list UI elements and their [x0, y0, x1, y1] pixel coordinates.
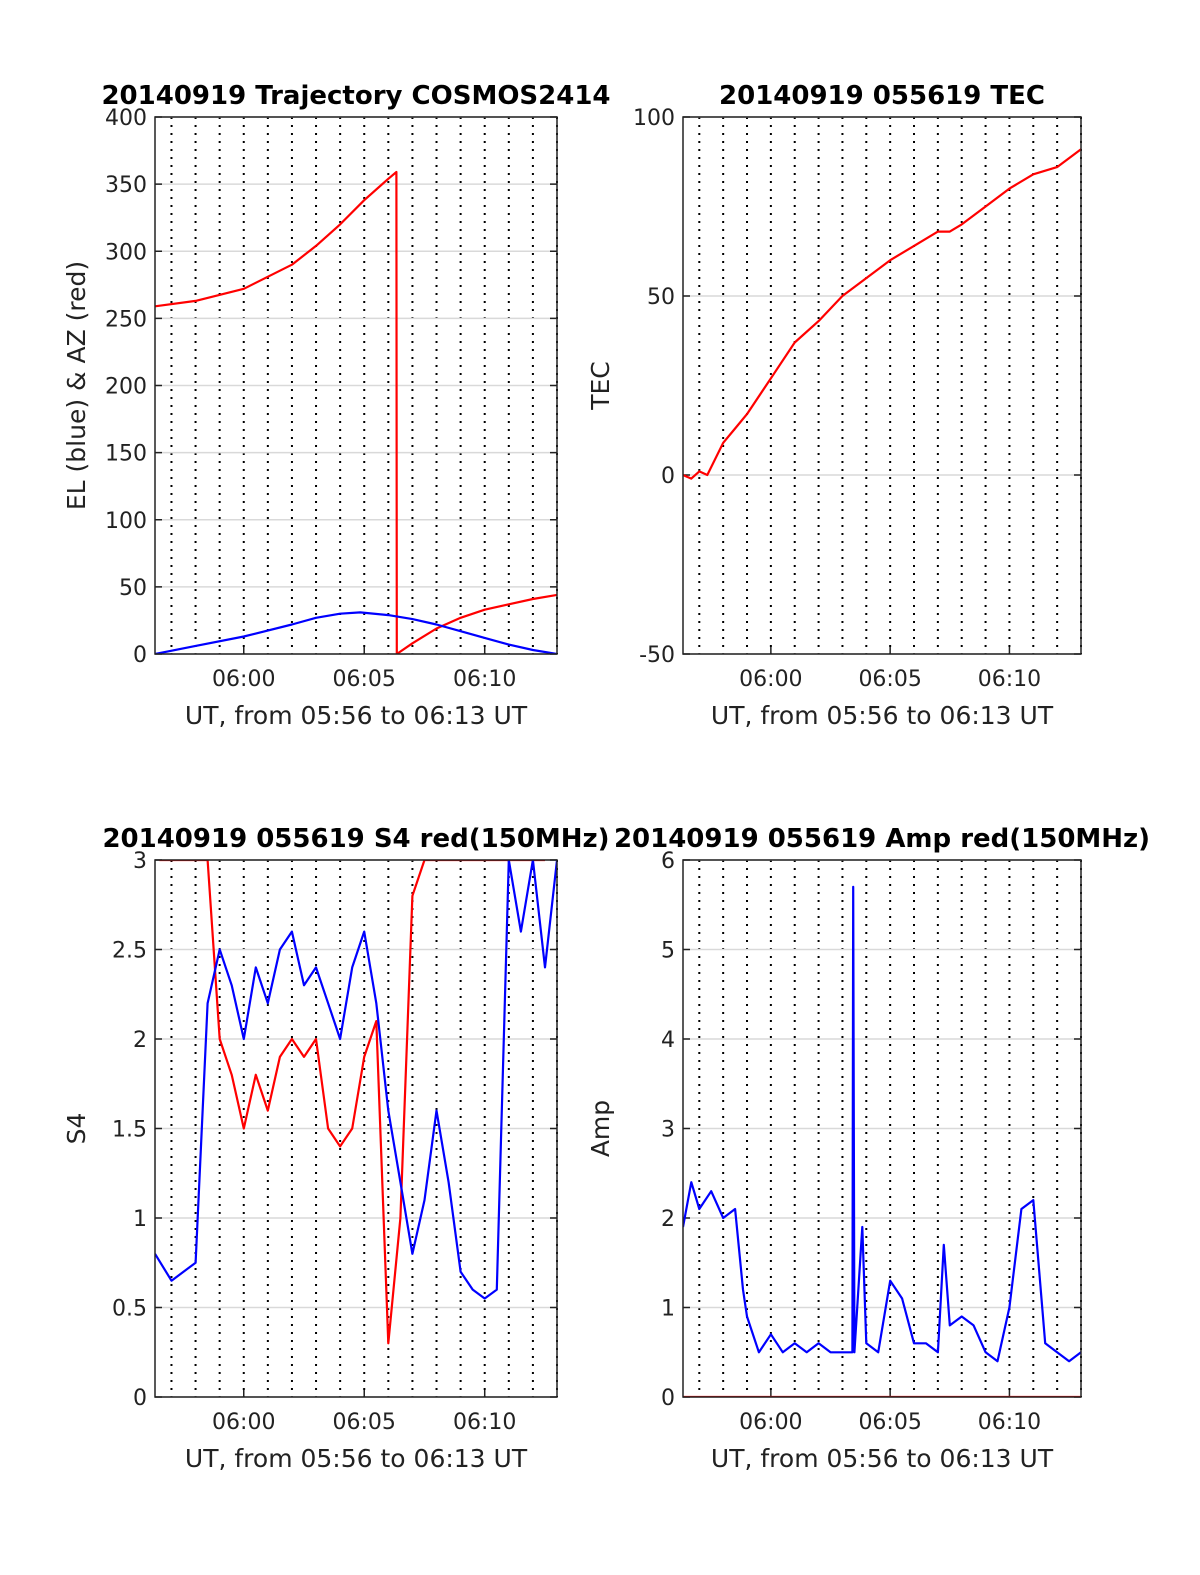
- series-line-2: [155, 611, 557, 654]
- x-axis-label: UT, from 05:56 to 06:13 UT: [185, 1444, 528, 1473]
- plot-area-frame: [682, 859, 1082, 1398]
- chart-title: 20140919 055619 S4 red(150MHz): [102, 824, 609, 854]
- y-tick-label: 0.5: [112, 1297, 147, 1322]
- chart-panel-1: 0 50 100 150 200 250 300 350 400 06:00 06:05 06:10 2…: [62, 81, 611, 730]
- x-tick-label: 06:05: [858, 1410, 921, 1435]
- plot-area-frame: [154, 859, 558, 1398]
- y-tick-label: 250: [105, 307, 147, 332]
- y-tick-label: 3: [661, 1118, 675, 1143]
- y-tick-label: 1.5: [112, 1118, 147, 1143]
- y-tick-label: -50: [639, 643, 675, 668]
- series-line-1: [155, 170, 557, 654]
- y-tick-label: 2.5: [112, 939, 147, 964]
- y-axis-label: Amp: [586, 1100, 615, 1157]
- chart-panel-3: 0 0.5 1 1.5 2 2.5 3 06:00 06:05 06:10 20140919 055…: [62, 824, 610, 1473]
- x-axis-label: UT, from 05:56 to 06:13 UT: [185, 701, 528, 730]
- chart-panel-2: -50 0 50 100 06:00 06:05 06:10 20140919 055619 …: [586, 81, 1082, 730]
- x-axis-label: UT, from 05:56 to 06:13 UT: [711, 701, 1054, 730]
- y-tick-label: 0: [661, 464, 675, 489]
- y-tick-label: 0: [133, 1386, 147, 1411]
- plot-area-frame: [682, 116, 1082, 655]
- x-tick-label: 06:10: [978, 667, 1041, 692]
- y-tick-label: 2: [133, 1028, 147, 1053]
- x-tick-label: 06:10: [453, 667, 516, 692]
- y-tick-label: 3: [133, 849, 147, 874]
- plot-area-frame: [154, 116, 558, 655]
- x-tick-label: 06:05: [333, 1410, 396, 1435]
- y-tick-label: 100: [633, 106, 675, 131]
- y-tick-label: 400: [105, 106, 147, 131]
- series-line-1: [683, 885, 1081, 1363]
- y-tick-label: 1: [661, 1297, 675, 1322]
- chart-title: 20140919 Trajectory COSMOS2414: [101, 81, 610, 111]
- y-tick-label: 4: [661, 1028, 675, 1053]
- y-axis-label: TEC: [586, 361, 615, 411]
- x-tick-label: 06:00: [739, 1410, 802, 1435]
- x-axis-label: UT, from 05:56 to 06:13 UT: [711, 1444, 1054, 1473]
- y-tick-label: 6: [661, 849, 675, 874]
- x-tick-label: 06:00: [212, 1410, 275, 1435]
- y-tick-label: 2: [661, 1207, 675, 1232]
- x-tick-label: 06:10: [978, 1410, 1041, 1435]
- y-tick-label: 100: [105, 509, 147, 534]
- series-line-2: [155, 860, 557, 1300]
- y-axis-label: S4: [62, 1113, 91, 1145]
- x-tick-label: 06:10: [453, 1410, 516, 1435]
- y-tick-label: 150: [105, 442, 147, 467]
- y-tick-label: 1: [133, 1207, 147, 1232]
- x-tick-label: 06:05: [858, 667, 921, 692]
- y-tick-label: 50: [119, 576, 147, 601]
- x-tick-label: 06:00: [212, 667, 275, 692]
- series-line-1: [159, 860, 545, 1345]
- y-tick-label: 300: [105, 240, 147, 265]
- y-tick-label: 350: [105, 173, 147, 198]
- y-tick-label: 50: [647, 285, 675, 310]
- chart-title: 20140919 055619 TEC: [719, 81, 1045, 111]
- y-tick-label: 5: [661, 939, 675, 964]
- y-tick-label: 0: [133, 643, 147, 668]
- chart-title: 20140919 055619 Amp red(150MHz): [614, 824, 1150, 854]
- x-tick-label: 06:00: [739, 667, 802, 692]
- chart-panel-4: 0 1 2 3 4 5 6 06:00 06:05 06:10 20140919 055619 Am…: [586, 824, 1150, 1473]
- y-tick-label: 0: [661, 1386, 675, 1411]
- y-tick-label: 200: [105, 375, 147, 400]
- y-axis-label: EL (blue) & AZ (red): [62, 261, 91, 510]
- series-line-1: [683, 148, 1081, 480]
- x-tick-label: 06:05: [333, 667, 396, 692]
